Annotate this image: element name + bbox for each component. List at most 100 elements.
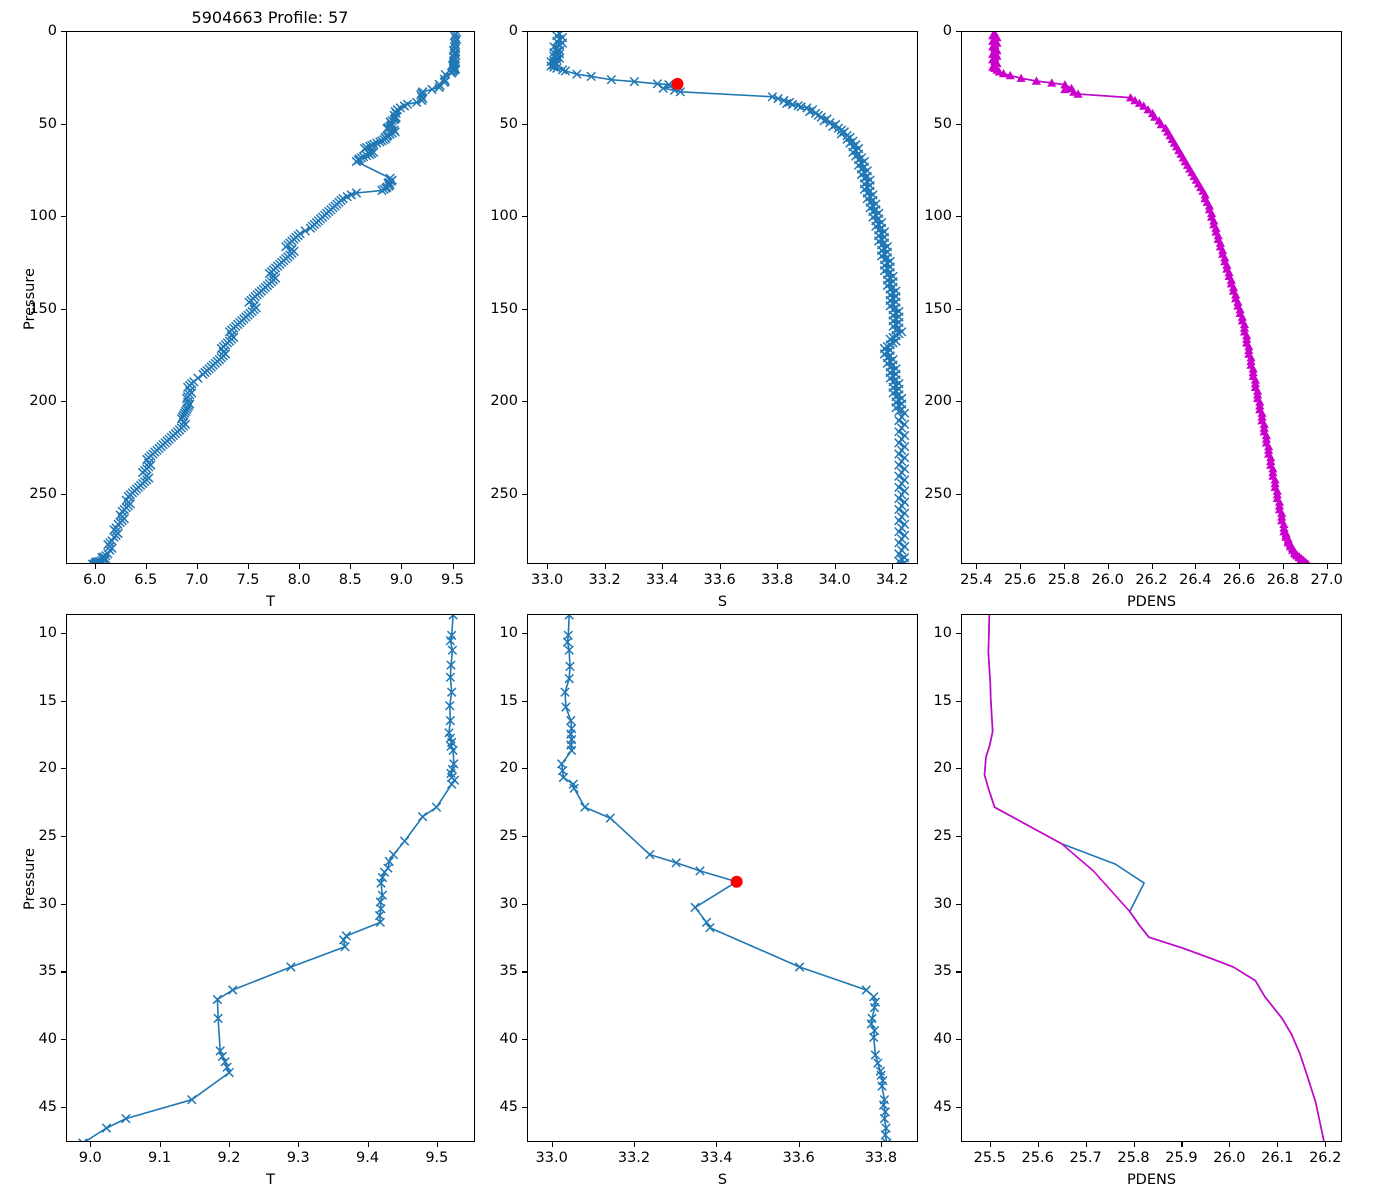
- xtick-label: 26.0: [1213, 1150, 1246, 1166]
- ytick-mark: [956, 632, 961, 635]
- ytick-label: 150: [490, 300, 518, 317]
- xtick-mark: [248, 564, 250, 569]
- ytick-mark: [61, 493, 66, 495]
- xtick-mark: [299, 564, 301, 569]
- xtick-mark: [1326, 564, 1328, 569]
- xtick-label: 33.8: [760, 572, 794, 588]
- xtick-mark: [1325, 1142, 1327, 1147]
- xtick-label: 34.0: [818, 572, 851, 588]
- ytick-mark: [956, 903, 961, 905]
- plot-area-top-left-temperature[interactable]: [66, 31, 475, 564]
- ytick-label: 250: [490, 485, 518, 502]
- ytick-mark: [61, 903, 66, 905]
- ytick-mark: [522, 903, 527, 905]
- xtick-label: 25.9: [1165, 1150, 1198, 1166]
- ytick-label: 250: [924, 485, 952, 502]
- data-layer-top-middle-salinity: [528, 32, 910, 563]
- plot-area-top-right-pdens[interactable]: [961, 31, 1342, 564]
- figure-title: 5904663 Profile: 57: [191, 8, 349, 27]
- ytick-mark: [522, 123, 527, 125]
- xtick-mark: [436, 1142, 438, 1147]
- xtick-label: 25.8: [1117, 1150, 1150, 1166]
- data-layer-bottom-right-pdens-zoom: [983, 615, 1325, 1141]
- ytick-label: 20: [499, 760, 518, 777]
- xtick-label: 9.1: [148, 1150, 172, 1166]
- xtick-mark: [1239, 564, 1241, 569]
- xtick-mark: [634, 1142, 636, 1147]
- ytick-mark: [61, 700, 66, 702]
- series-markers-T: [78, 615, 460, 1141]
- plot-area-bottom-right-pdens-zoom[interactable]: [961, 614, 1342, 1142]
- ytick-label: 50: [38, 115, 57, 132]
- xtick-mark: [716, 1142, 718, 1147]
- ytick-mark: [61, 768, 66, 770]
- data-layer-bottom-middle-salinity-zoom: [556, 615, 892, 1141]
- xtick-mark: [834, 564, 836, 569]
- xtick-label: 33.4: [700, 1150, 733, 1166]
- xaxis-label-bottom-right-pdens-zoom: PDENS: [1126, 1172, 1177, 1188]
- xtick-mark: [90, 1142, 92, 1147]
- xtick-mark: [401, 564, 403, 569]
- xtick-label: 25.8: [1047, 572, 1081, 588]
- xtick-label: 6.0: [83, 572, 107, 588]
- xtick-mark: [551, 1142, 553, 1147]
- ytick-label: 10: [933, 624, 952, 641]
- xtick-label: 26.2: [1309, 1150, 1342, 1166]
- highlight-point-flagged-sample[interactable]: [671, 77, 684, 90]
- xtick-mark: [989, 1142, 991, 1147]
- xtick-label: 9.5: [425, 1150, 449, 1166]
- ytick-label: 0: [47, 23, 57, 39]
- ytick-label: 35: [933, 963, 952, 980]
- ytick-mark: [956, 31, 961, 33]
- ytick-mark: [522, 971, 527, 973]
- ytick-mark: [956, 308, 961, 310]
- ytick-label: 15: [933, 692, 952, 709]
- xtick-mark: [159, 1142, 161, 1147]
- xtick-label: 34.2: [875, 572, 909, 588]
- ytick-label: 50: [499, 115, 518, 132]
- plot-area-bottom-left-temperature-zoom[interactable]: [66, 614, 475, 1142]
- xtick-mark: [1282, 564, 1284, 569]
- xtick-mark: [1181, 1142, 1183, 1147]
- data-layer-top-left-temperature: [67, 32, 462, 563]
- xaxis-label-top-left-temperature: T: [266, 594, 275, 610]
- xtick-label: 25.4: [960, 572, 993, 588]
- highlight-point-flagged-sample[interactable]: [730, 875, 743, 888]
- ytick-mark: [61, 836, 66, 838]
- ytick-label: 200: [29, 393, 57, 410]
- xtick-label: 33.0: [535, 1150, 568, 1166]
- ytick-label: 150: [924, 300, 952, 317]
- xtick-mark: [350, 564, 352, 569]
- xtick-mark: [1151, 564, 1153, 569]
- xtick-mark: [1063, 564, 1065, 569]
- series-line-T: [84, 615, 456, 1141]
- ytick-label: 15: [38, 692, 57, 709]
- series-markers-PDENS: [988, 32, 1310, 563]
- series-markers-T: [88, 32, 462, 563]
- ytick-label: 100: [924, 208, 952, 225]
- plot-area-bottom-middle-salinity-zoom[interactable]: [527, 614, 918, 1142]
- xtick-mark: [196, 564, 198, 569]
- ytick-label: 35: [499, 963, 518, 980]
- xtick-label: 26.4: [1179, 572, 1212, 588]
- ytick-mark: [522, 1039, 527, 1041]
- xtick-label: 33.0: [530, 572, 564, 588]
- ytick-label: 30: [38, 895, 57, 912]
- xtick-label: 26.2: [1135, 572, 1168, 588]
- xtick-label: 7.5: [236, 572, 260, 588]
- ytick-mark: [956, 700, 961, 702]
- plot-area-top-middle-salinity[interactable]: [527, 31, 918, 564]
- ytick-mark: [61, 216, 66, 218]
- xaxis-label-top-middle-salinity: S: [717, 594, 728, 610]
- ytick-mark: [522, 31, 527, 33]
- series-markers-S: [547, 32, 910, 563]
- xtick-mark: [798, 1142, 800, 1147]
- xtick-mark: [452, 564, 454, 569]
- xtick-mark: [1277, 1142, 1279, 1147]
- ytick-mark: [956, 1039, 961, 1041]
- xtick-mark: [1229, 1142, 1231, 1147]
